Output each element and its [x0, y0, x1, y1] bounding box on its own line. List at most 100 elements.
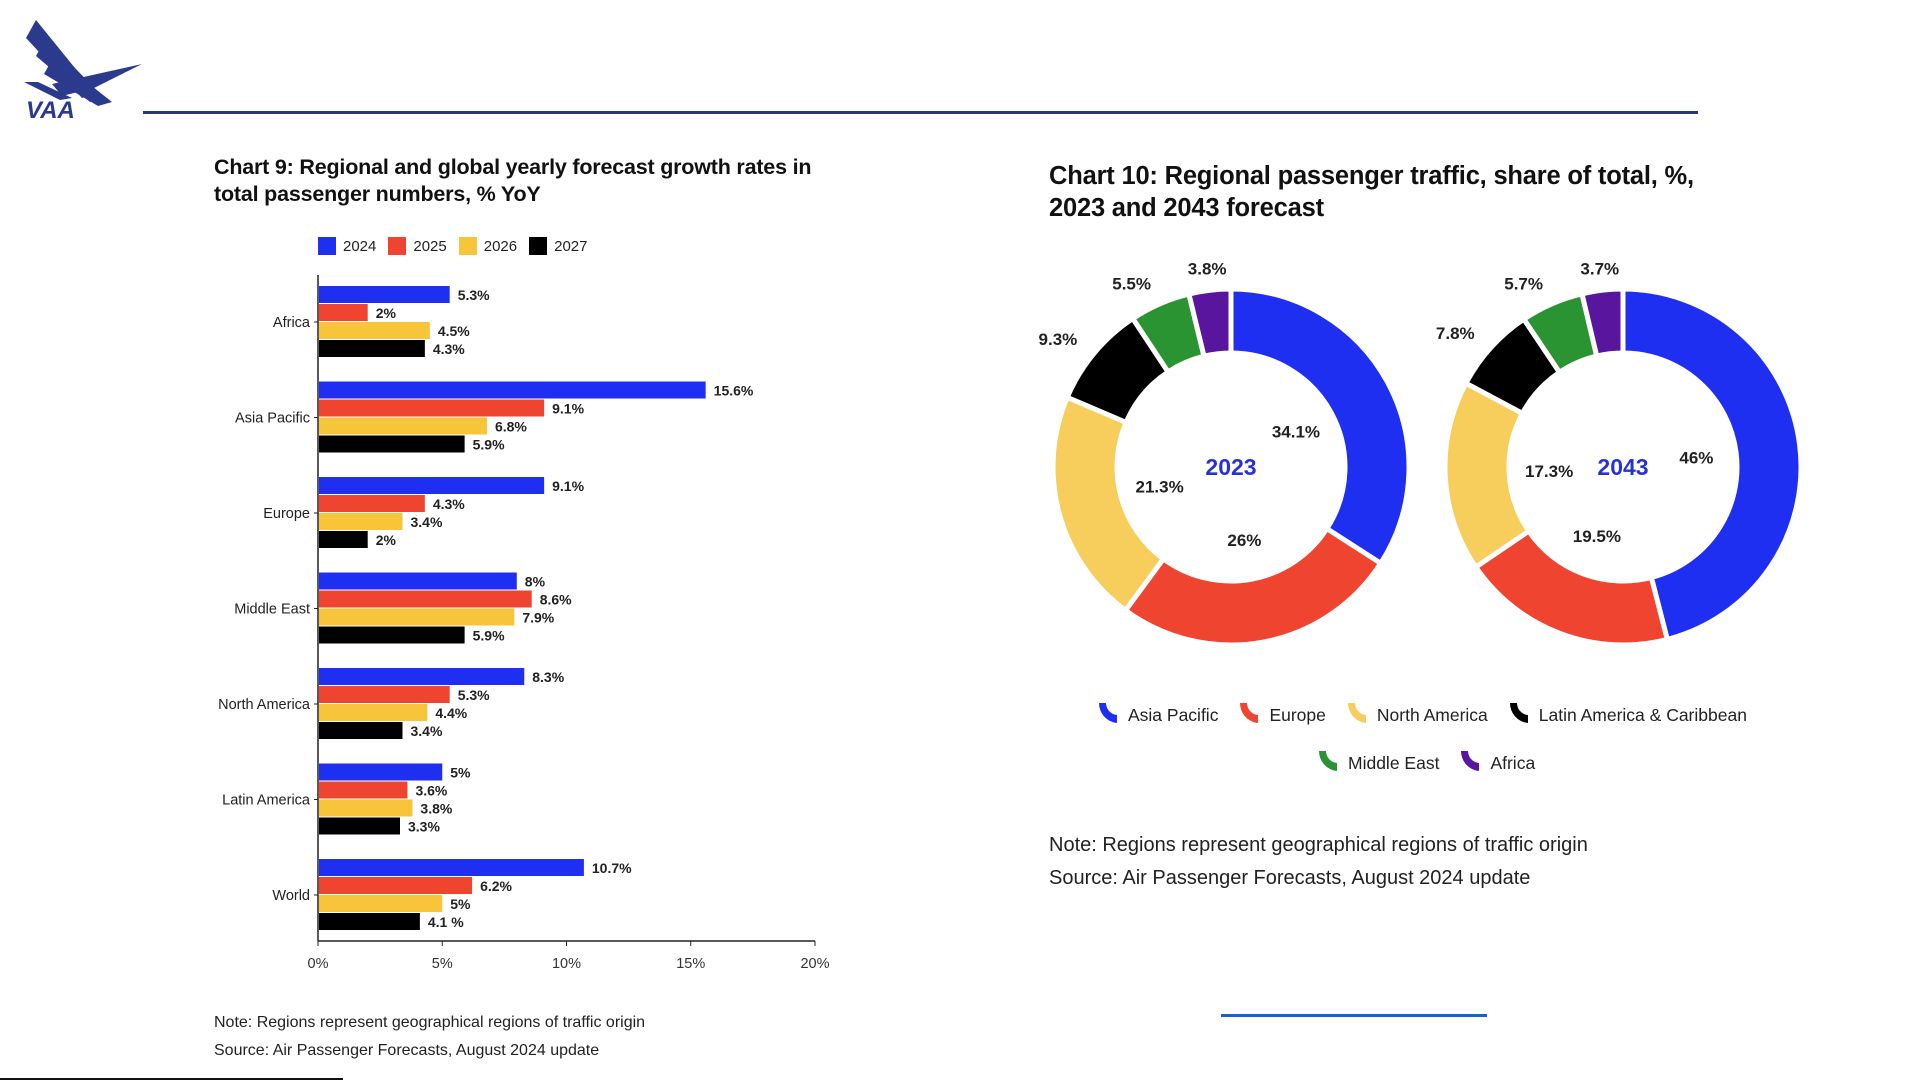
bar-value-label: 3.4%: [410, 514, 442, 530]
bar-2027: [319, 626, 465, 644]
category-label: World: [272, 888, 310, 904]
legend-item-2027: 2027: [529, 237, 588, 255]
bar-2026: [319, 704, 428, 721]
legend-label: 2024: [343, 237, 377, 255]
legend-label: 2025: [413, 237, 447, 255]
chart9-legend: 2024 2025 2026 2027: [318, 237, 588, 255]
donut-value-label: 21.3%: [1136, 478, 1184, 497]
donut-segment-north-america: [1050, 394, 1167, 614]
legend-item-africa: Africa: [1457, 748, 1535, 779]
donut-value-label: 9.3%: [1039, 330, 1078, 349]
category-label: Latin America: [222, 793, 311, 809]
donut-value-label: 26%: [1227, 531, 1261, 550]
legend-label: Europe: [1269, 705, 1326, 725]
donut-value-label: 7.8%: [1436, 324, 1475, 343]
legend-item-europe: Europe: [1236, 700, 1326, 731]
chart10-legend-row1: Asia Pacific Europe North America Latin Ame…: [1095, 700, 1747, 731]
legend-arc-icon: [1236, 700, 1262, 731]
bar-value-label: 3.4%: [410, 723, 442, 739]
bar-value-label: 5.3%: [458, 687, 490, 703]
bar-2025: [319, 304, 368, 321]
bar-value-label: 3.8%: [420, 801, 452, 817]
x-tick-label: 10%: [552, 956, 581, 972]
donut-value-label: 5.7%: [1504, 275, 1543, 294]
donut-value-label: 3.7%: [1580, 259, 1619, 278]
donut-segment-africa: [1578, 286, 1626, 360]
legend-arc-icon: [1506, 700, 1532, 731]
bar-2024: [319, 763, 443, 781]
category-label: Africa: [273, 315, 311, 331]
category-label: Europe: [263, 506, 310, 522]
chart10-title: Chart 10: Regional passenger traffic, sh…: [1049, 162, 1694, 222]
bar-2026: [319, 417, 487, 435]
bar-2026: [319, 799, 413, 817]
chart9-title: Chart 9: Regional and global yearly fore…: [214, 155, 812, 206]
bar-2027: [319, 340, 425, 357]
bottom-rule: [0, 1078, 343, 1080]
category-label: North America: [218, 697, 311, 713]
legend-item-middle-east: Middle East: [1315, 748, 1439, 779]
bar-value-label: 4.1 %: [428, 914, 464, 930]
legend-arc-icon: [1095, 700, 1121, 731]
bar-2026: [319, 322, 430, 339]
legend-item-2024: 2024: [318, 237, 376, 255]
bar-value-label: 7.9%: [522, 610, 554, 626]
bar-2027: [319, 913, 420, 930]
logo-text: VAA: [26, 97, 75, 124]
bar-value-label: 8.3%: [532, 669, 564, 685]
chart10-legend-row2: Middle East Africa: [1315, 748, 1535, 779]
legend-swatch-2025: [388, 237, 407, 255]
bar-2024: [319, 381, 706, 399]
bar-value-label: 8.6%: [540, 592, 572, 608]
category-label: Middle East: [234, 602, 310, 618]
category-label: Asia Pacific: [235, 411, 310, 427]
bar-2027: [319, 435, 465, 453]
bar-2027: [319, 817, 401, 835]
bar-2024: [319, 477, 545, 494]
legend-swatch-2026: [458, 237, 477, 255]
donut-center-label: 2043: [1597, 454, 1648, 480]
donut-value-label: 17.3%: [1525, 462, 1573, 481]
bar-value-label: 8%: [525, 574, 546, 590]
bar-value-label: 5%: [450, 896, 471, 912]
bar-value-label: 4.3%: [433, 341, 465, 357]
bar-2025: [319, 877, 473, 894]
bar-2026: [319, 895, 443, 912]
legend-label: Africa: [1490, 753, 1536, 773]
bar-2025: [319, 781, 408, 799]
legend-label: Middle East: [1348, 753, 1440, 773]
bar-value-label: 5.3%: [458, 287, 490, 303]
bar-value-label: 4.3%: [433, 496, 465, 512]
bar-value-label: 3.6%: [415, 783, 447, 799]
bar-value-label: 3.3%: [408, 819, 440, 835]
donut-segment-asia-pacific: [1228, 286, 1412, 567]
bar-2025: [319, 495, 425, 512]
x-tick-label: 20%: [800, 956, 829, 972]
bar-2027: [319, 531, 368, 548]
bar-value-label: 9.1%: [552, 401, 584, 417]
donut-value-label: 34.1%: [1272, 423, 1320, 442]
bar-value-label: 15.6%: [714, 383, 754, 399]
legend-arc-icon: [1344, 700, 1370, 731]
link-underline[interactable]: [1221, 1014, 1487, 1017]
x-tick-label: 0%: [308, 956, 329, 972]
bar-2024: [319, 286, 450, 303]
legend-swatch-2024: [318, 237, 336, 255]
bar-2024: [319, 859, 584, 876]
vaa-logo: VAA: [24, 20, 142, 124]
bar-value-label: 5.9%: [473, 628, 505, 644]
bar-value-label: 5%: [450, 765, 471, 781]
legend-swatch-2027: [529, 237, 548, 255]
bar-2024: [319, 668, 525, 685]
donut-segment-africa: [1185, 286, 1234, 360]
bar-value-label: 4.4%: [435, 705, 467, 721]
donut-value-label: 46%: [1679, 449, 1713, 468]
bar-value-label: 6.8%: [495, 419, 527, 435]
bar-2027: [319, 722, 403, 739]
bar-value-label: 2%: [376, 305, 397, 321]
legend-label: 2027: [554, 237, 588, 255]
legend-label: 2026: [483, 237, 518, 255]
chart10-note: Note: Regions represent geographical reg…: [1049, 834, 1588, 856]
bar-2025: [319, 590, 532, 608]
